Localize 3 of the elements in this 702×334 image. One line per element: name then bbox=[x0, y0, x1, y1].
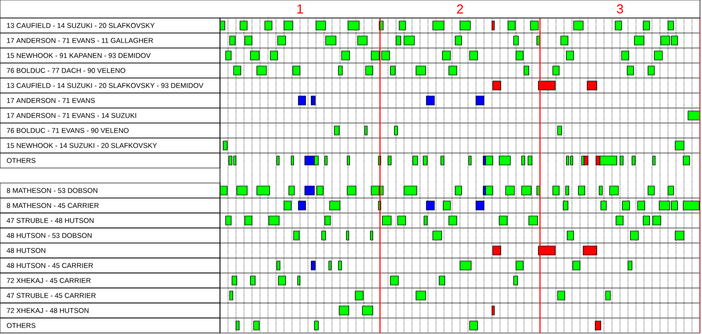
x-tick-label: 1 bbox=[297, 4, 303, 14]
x-tick-label: 3 bbox=[616, 4, 624, 14]
x-tick-label: 2 bbox=[457, 4, 463, 14]
